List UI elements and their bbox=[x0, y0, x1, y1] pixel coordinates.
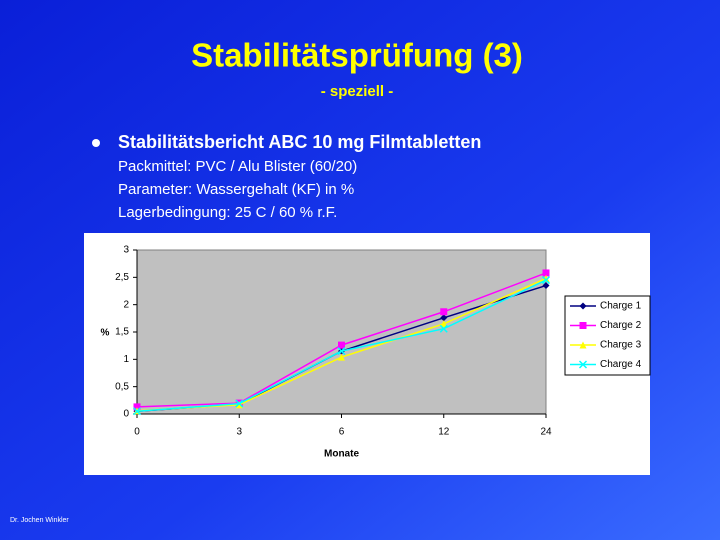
marker bbox=[439, 324, 448, 333]
marker bbox=[440, 308, 448, 316]
chart: 0 0,5 1 1,5 2 2,5 3 0 3 6 12 24 Monate% Charge 1 Charg… bbox=[101, 245, 651, 460]
marker bbox=[338, 341, 345, 349]
slide-subtitle: - speziell - bbox=[321, 83, 394, 100]
marker bbox=[337, 347, 346, 356]
text-line: Packmittel: PVC / Alu Blister (60/20) bbox=[118, 158, 357, 175]
legend-marker bbox=[578, 360, 588, 369]
legend-marker bbox=[579, 322, 587, 329]
text-line: Parameter: Wassergehalt (KF) in % bbox=[118, 181, 354, 198]
legend-label: Charge 3 bbox=[600, 340, 642, 351]
bullet bbox=[92, 139, 100, 147]
plot-area bbox=[136, 249, 547, 415]
heading: Stabilitätsbericht ABC 10 mg Filmtablett… bbox=[118, 132, 481, 152]
legend-label: Charge 2 bbox=[600, 320, 642, 331]
legend-label: Charge 1 bbox=[600, 301, 642, 312]
marker bbox=[541, 276, 551, 285]
slide-title: Stabilitätsprüfung (3) bbox=[191, 37, 523, 74]
y-tick-label: 2,5 bbox=[115, 272, 129, 283]
x-axis-label: Monate bbox=[324, 449, 359, 460]
marker bbox=[542, 282, 550, 290]
marker bbox=[440, 320, 448, 328]
marker bbox=[440, 314, 448, 322]
marker bbox=[235, 401, 243, 409]
y-axis-label: % bbox=[101, 328, 110, 339]
y-tick-label: 2 bbox=[123, 299, 129, 310]
legend-marker bbox=[579, 302, 587, 310]
marker bbox=[133, 403, 141, 411]
marker bbox=[235, 399, 244, 408]
y-tick-label: 3 bbox=[123, 245, 129, 256]
x-tick-label: 0 bbox=[134, 427, 140, 438]
y-tick-label: 1 bbox=[123, 354, 129, 365]
x-tick-label: 6 bbox=[339, 427, 345, 438]
footer: Dr. Jochen Winkler bbox=[10, 517, 69, 524]
x-tick-label: 24 bbox=[540, 427, 552, 438]
marker bbox=[132, 407, 142, 416]
legend-box bbox=[564, 295, 651, 376]
y-tick-label: 1,5 bbox=[115, 327, 129, 338]
y-tick-label: 0,5 bbox=[115, 381, 129, 392]
marker bbox=[338, 353, 345, 361]
legend-marker bbox=[579, 341, 587, 349]
x-tick-label: 12 bbox=[438, 427, 450, 438]
y-tick-label: 0 bbox=[123, 409, 129, 420]
legend-label: Charge 4 bbox=[600, 359, 642, 370]
text-line: Lagerbedingung: 25 C / 60 % r.F. bbox=[118, 204, 337, 221]
marker bbox=[542, 269, 550, 277]
x-tick-label: 3 bbox=[236, 427, 242, 438]
